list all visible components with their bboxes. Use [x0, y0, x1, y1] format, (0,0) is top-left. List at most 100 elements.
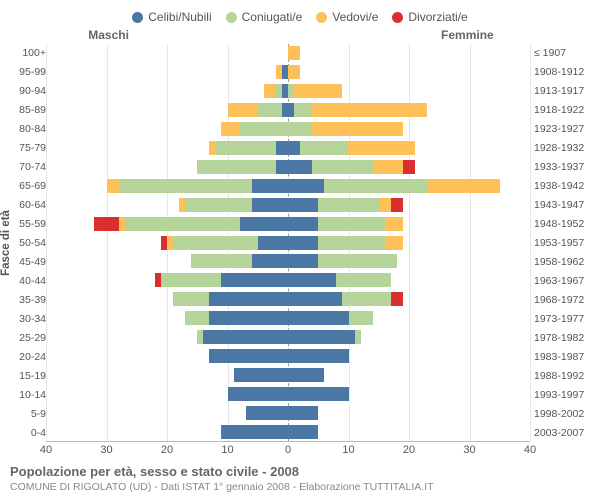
legend-swatch [316, 12, 327, 23]
age-tick: 0-4 [8, 424, 46, 442]
birth-tick: 1973-1977 [534, 310, 592, 328]
birth-tick: 1938-1942 [534, 177, 592, 195]
legend-swatch [226, 12, 237, 23]
female-bar [288, 292, 530, 306]
legend-label: Coniugati/e [242, 10, 303, 24]
female-bar [288, 425, 530, 439]
male-bar [46, 198, 288, 212]
male-bar [46, 311, 288, 325]
seg [240, 122, 288, 136]
seg [228, 387, 289, 401]
male-bar [46, 46, 288, 60]
legend-swatch [132, 12, 143, 23]
seg [276, 141, 288, 155]
x-tick: 10 [221, 444, 233, 456]
male-bar [46, 236, 288, 250]
seg [294, 84, 342, 98]
chart-subtitle: COMUNE DI RIGOLATO (UD) - Dati ISTAT 1° … [10, 481, 592, 493]
seg [288, 368, 324, 382]
age-tick: 40-44 [8, 272, 46, 290]
birth-tick: 1988-1992 [534, 367, 592, 385]
seg [228, 103, 258, 117]
age-tick: 50-54 [8, 234, 46, 252]
seg [203, 330, 288, 344]
bar-row [46, 101, 530, 120]
seg [288, 273, 336, 287]
male-bar [46, 406, 288, 420]
seg [288, 198, 318, 212]
seg [119, 179, 252, 193]
x-axis: 40302010010203040 [8, 444, 592, 458]
male-bar [46, 387, 288, 401]
seg [215, 141, 276, 155]
legend-item: Vedovi/e [316, 10, 378, 24]
seg [288, 425, 318, 439]
seg [288, 217, 318, 231]
bar-row [46, 271, 530, 290]
male-bar [46, 84, 288, 98]
female-bar [288, 198, 530, 212]
male-bar [46, 330, 288, 344]
seg [209, 292, 288, 306]
bar-row [46, 82, 530, 101]
age-tick: 30-34 [8, 310, 46, 328]
legend-item: Celibi/Nubili [132, 10, 211, 24]
seg [209, 311, 288, 325]
legend-label: Vedovi/e [332, 10, 378, 24]
seg [288, 65, 300, 79]
seg [252, 254, 288, 268]
seg [373, 160, 403, 174]
seg [342, 292, 390, 306]
birth-tick: 1923-1927 [534, 120, 592, 138]
seg [197, 160, 276, 174]
female-label: Femmine [288, 28, 530, 42]
birth-tick: 1913-1917 [534, 82, 592, 100]
male-bar [46, 103, 288, 117]
male-bar [46, 179, 288, 193]
age-tick: 45-49 [8, 253, 46, 271]
x-tick: 30 [463, 444, 475, 456]
legend-item: Divorziati/e [392, 10, 467, 24]
x-tick: 0 [285, 444, 291, 456]
seg [318, 254, 397, 268]
age-tick: 20-24 [8, 348, 46, 366]
bar-row [46, 63, 530, 82]
birth-tick: 1943-1947 [534, 196, 592, 214]
birth-tick: 1983-1987 [534, 348, 592, 366]
male-bar [46, 292, 288, 306]
bar-row [46, 120, 530, 139]
seg [288, 406, 318, 420]
age-tick: 75-79 [8, 139, 46, 157]
bar-row [46, 403, 530, 422]
birth-tick: 1933-1937 [534, 158, 592, 176]
seg [288, 122, 312, 136]
x-tick: 10 [342, 444, 354, 456]
seg [349, 311, 373, 325]
bar-row [46, 44, 530, 63]
age-tick: 90-94 [8, 82, 46, 100]
seg [288, 236, 318, 250]
bar-row [46, 290, 530, 309]
seg [264, 84, 276, 98]
female-bar [288, 273, 530, 287]
seg [221, 122, 239, 136]
seg [185, 311, 209, 325]
age-tick: 15-19 [8, 367, 46, 385]
legend-swatch [392, 12, 403, 23]
female-bar [288, 65, 530, 79]
birth-tick: 1953-1957 [534, 234, 592, 252]
seg [336, 273, 390, 287]
seg [312, 103, 427, 117]
y-left-axis: 100+95-9990-9485-8980-8475-7970-7465-696… [8, 44, 46, 442]
seg [288, 330, 355, 344]
seg [385, 236, 403, 250]
seg [107, 179, 119, 193]
male-bar [46, 65, 288, 79]
male-bar [46, 425, 288, 439]
birth-tick: 1978-1982 [534, 329, 592, 347]
male-bar [46, 122, 288, 136]
y-right-axis: ≤ 19071908-19121913-19171918-19221923-19… [530, 44, 592, 442]
female-bar [288, 330, 530, 344]
seg [252, 179, 288, 193]
seg [161, 273, 222, 287]
